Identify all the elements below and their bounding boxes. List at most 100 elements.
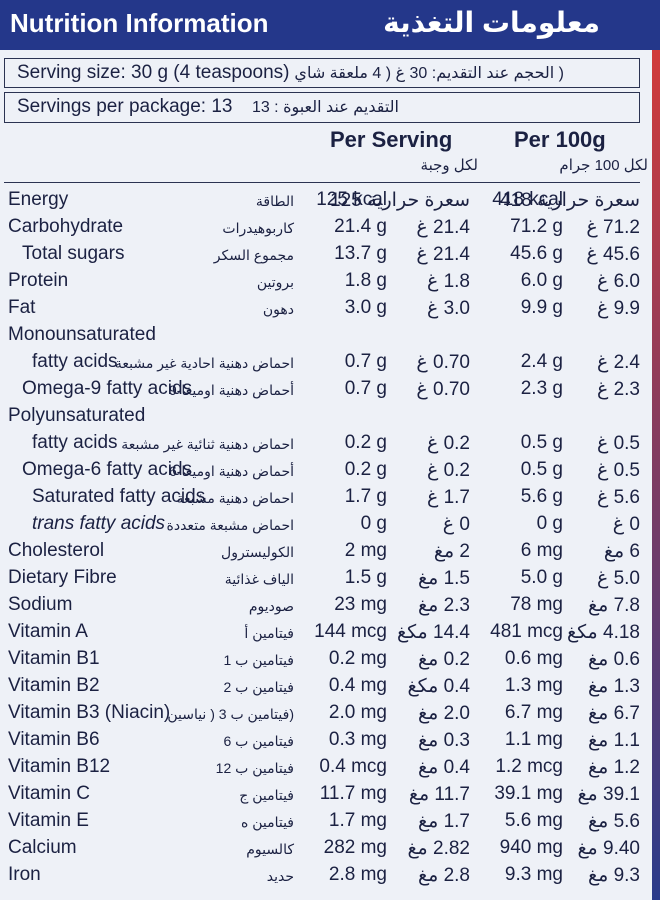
per-serving-value: 0.4 mcg: [319, 756, 387, 777]
per-100g-value: 6 mg: [520, 540, 563, 561]
nutrient-name: Sodium: [8, 594, 73, 615]
per-serving-value-ar: 14.4 مكغ: [396, 622, 470, 643]
per-serving-value: 0 g: [360, 513, 387, 534]
nutrient-name-ar: احماض دهنية مشبعة: [176, 490, 294, 506]
per-100g-value-ar: 5.6 مغ: [588, 811, 640, 832]
per-100g-value: 71.2 g: [510, 216, 563, 237]
nutrient-row: Omega-6 fatty acids أحماض دهنية اوميغا-6 0…: [0, 457, 652, 484]
per-100g-value-ar: 5.6 غ: [596, 487, 640, 508]
nutrient-name-ar: صوديوم: [248, 598, 294, 614]
per-100g-value: 6.7 mg: [504, 702, 563, 723]
per-serving-value-ar: 2.82 مغ: [407, 838, 470, 859]
per-100g-value-ar: 39.1 مغ: [577, 784, 640, 805]
nutrient-name-ar: احماض دهنية احادية غير مشبعة: [114, 355, 294, 371]
nutrient-row: Vitamin E فيتامين ه 1.7 mg 1.7 مغ 5.6 mg 5.6 …: [0, 808, 652, 835]
per-serving-value: 282 mg: [323, 837, 387, 858]
per-serving-value-ar: 0.70 غ: [416, 352, 470, 373]
nutrient-name: Protein: [8, 270, 69, 291]
per-100g-value-ar: 1.3 مغ: [588, 676, 640, 697]
per-100g-value: 78 mg: [510, 594, 563, 615]
nutrient-name-ar: (فيتامين ب 3 ( نياسين: [167, 706, 294, 722]
per-serving-value: 1.7 g: [344, 486, 387, 507]
per-100g-value: 940 mg: [499, 837, 563, 858]
per-100g-value-ar: 0 غ: [612, 514, 640, 535]
nutrient-row: Monounsaturated: [0, 322, 652, 349]
per-100g-value: 0.5 g: [520, 432, 563, 453]
per-serving-value-ar: 0 غ: [442, 514, 470, 535]
per-serving-value: 125 kcal: [316, 189, 387, 210]
per-serving-value-ar: 1.7 غ: [426, 487, 470, 508]
nutrient-name-ar: أحماض دهنية اوميغا-9: [168, 382, 294, 398]
per-serving-value: 0.4 mg: [328, 675, 387, 696]
per-100g-value-ar: 6 مغ: [603, 541, 640, 562]
nutrient-row: Iron حديد 2.8 mg 2.8 مغ 9.3 mg 9.3 مغ: [0, 862, 652, 889]
nutrient-row: Vitamin A فيتامين أ 144 mcg 14.4 مكغ 481 mcg…: [0, 619, 652, 646]
per-serving-value-ar: 1.7 مغ: [418, 811, 470, 832]
nutrient-row: Sodium صوديوم 23 mg 2.3 مغ 78 mg 7.8 مغ: [0, 592, 652, 619]
nutrient-row: Energy الطاقة 125 kcal سعرة حرارية 125 418 k…: [0, 187, 652, 214]
per-100g-value-ar: 9.3 مغ: [588, 865, 640, 886]
nutrient-name-ar: الياف غذائية: [224, 571, 294, 587]
divider: [4, 182, 640, 183]
servings-per-package-ar: التقديم عند العبوة : 13: [251, 99, 399, 116]
nutrient-name-ar: احماض مشبعة متعددة: [166, 517, 294, 533]
nutrient-name: fatty acids: [32, 351, 118, 372]
per-serving-value-ar: 1.8 غ: [426, 271, 470, 292]
per-100g-value: 5.0 g: [520, 567, 563, 588]
per-100g-value: 2.3 g: [520, 378, 563, 399]
serving-size: Serving size: 30 g (4 teaspoons): [17, 62, 290, 83]
per-serving-value-ar: 2.8 مغ: [418, 865, 470, 886]
nutrient-row: Total sugars مجموع السكر 13.7 g 21.4 غ 45.6 …: [0, 241, 652, 268]
nutrient-name: Saturated fatty acids: [32, 486, 206, 507]
per-serving-value-ar: سعرة حرارية 125: [330, 190, 470, 211]
nutrient-name: Vitamin C: [8, 783, 91, 804]
nutrient-name: Cholesterol: [8, 540, 105, 561]
nutrient-row: Vitamin B1 فيتامين ب 1 0.2 mg 0.2 مغ 0.6 mg 0…: [0, 646, 652, 673]
nutrient-name: Vitamin B2: [8, 675, 100, 696]
per-serving-value: 0.7 g: [344, 351, 387, 372]
nutrient-row: fatty acids احماض دهنية ثنائية غير مشبعة 0…: [0, 430, 652, 457]
per-100g-value-ar: 71.2 غ: [586, 217, 640, 238]
per-serving-value: 0.2 g: [344, 432, 387, 453]
per-100g-value: 39.1 mg: [494, 783, 563, 804]
nutrient-row: Carbohydrate كاربوهيدرات 21.4 g 21.4 غ 71.2 …: [0, 214, 652, 241]
nutrient-row: trans fatty acids احماض مشبعة متعددة 0 g 0 …: [0, 511, 652, 538]
per-serving-value: 1.8 g: [344, 270, 387, 291]
per-100g-value: 0.5 g: [520, 459, 563, 480]
nutrient-name: fatty acids: [32, 432, 118, 453]
nutrient-name: Polyunsaturated: [8, 405, 146, 426]
nutrient-name: Carbohydrate: [8, 216, 124, 237]
header-band: Nutrition Information معلومات التغذية: [0, 0, 660, 50]
serving-size-box: Serving size: 30 g (4 teaspoons) ( الحجم…: [4, 58, 640, 88]
per-100g-value-ar: 6.7 مغ: [588, 703, 640, 724]
per-100g-value-ar: 6.0 غ: [596, 271, 640, 292]
per-100g-value: 1.3 mg: [504, 675, 563, 696]
nutrient-name-ar: فيتامين ب 1: [223, 652, 294, 668]
nutrient-name: Vitamin E: [8, 810, 89, 831]
per-serving-value-ar: 21.4 غ: [416, 244, 470, 265]
per-serving-value: 1.7 mg: [328, 810, 387, 831]
per-100g-value-ar: 45.6 غ: [586, 244, 640, 265]
nutrient-row: Vitamin B6 فيتامين ب 6 0.3 mg 0.3 مغ 1.1 mg 1…: [0, 727, 652, 754]
nutrient-name: Vitamin B6: [8, 729, 100, 750]
per-100g-value-ar: 5.0 غ: [596, 568, 640, 589]
per-100g-value-ar: 0.5 غ: [596, 460, 640, 481]
nutrient-name-ar: فيتامين ب 12: [215, 760, 294, 776]
per-serving-value: 0.2 mg: [328, 648, 387, 669]
nutrient-name-ar: احماض دهنية ثنائية غير مشبعة: [121, 436, 294, 452]
per-100g-value-ar: 9.40 مغ: [577, 838, 640, 859]
per-100g-value-ar: 4.18 مكغ: [566, 622, 640, 643]
per-serving-value-ar: 2 مغ: [433, 541, 470, 562]
nutrient-name: Omega-9 fatty acids: [22, 378, 193, 399]
per-100g-value: 418 kcal: [492, 189, 563, 210]
nutrient-row: Fat دهون 3.0 g 3.0 غ 9.9 g 9.9 غ: [0, 295, 652, 322]
per-100g-value: 9.3 mg: [504, 864, 563, 885]
nutrient-name-ar: مجموع السكر: [213, 247, 294, 263]
nutrient-name: Fat: [8, 297, 36, 318]
per-100g-value: 9.9 g: [520, 297, 563, 318]
per-100g-value: 2.4 g: [520, 351, 563, 372]
per-100g-value: 45.6 g: [510, 243, 563, 264]
edge-strip: [652, 50, 660, 900]
per-100g-value-ar: 2.4 غ: [596, 352, 640, 373]
